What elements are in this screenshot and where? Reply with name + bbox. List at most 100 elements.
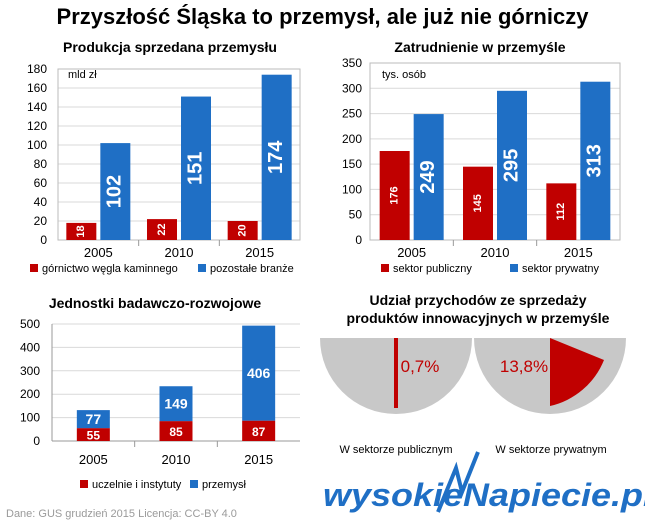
- y-tick-label: 120: [27, 119, 47, 133]
- legend-label: uczelnie i instytuty: [92, 479, 182, 491]
- x-category-label: 2010: [162, 452, 191, 467]
- y-tick-label: 0: [40, 233, 47, 247]
- source-note: Dane: GUS grudzień 2015 Licencja: CC-BY …: [6, 508, 237, 520]
- legend-label: sektor publiczny: [393, 263, 472, 275]
- bar-c00000: [76, 428, 110, 441]
- data-label: 112: [555, 203, 567, 221]
- legend-label: sektor prywatny: [522, 263, 600, 275]
- data-label: 55: [87, 429, 101, 443]
- bar-1f6fc5: [76, 410, 110, 429]
- y-tick-label: 250: [342, 107, 362, 121]
- data-label: 77: [86, 411, 102, 427]
- y-tick-label: 100: [27, 138, 47, 152]
- bar-1f6fc5: [242, 325, 276, 421]
- chart-title: Zatrudnienie w przemyśle: [394, 39, 565, 55]
- data-label: 145: [472, 194, 484, 212]
- plot-frame: [57, 68, 301, 241]
- legend-label: przemysł: [202, 479, 247, 491]
- unit-label: tys. osób: [382, 69, 426, 81]
- y-tick-label: 100: [20, 411, 40, 425]
- unit-label: mld zł: [68, 69, 97, 81]
- y-tick-label: 40: [34, 195, 48, 209]
- legend-swatch: [190, 480, 198, 488]
- x-category-label: 2015: [244, 452, 273, 467]
- bar-red: [379, 150, 410, 240]
- chart-title: Produkcja sprzedana przemysłu: [63, 39, 277, 55]
- x-category-label: 2015: [564, 245, 593, 260]
- data-label: 85: [169, 425, 183, 439]
- pie-chart: Udział przychodów ze sprzedaży produktów …: [320, 292, 626, 456]
- data-label: 174: [265, 140, 287, 174]
- data-label: 18: [75, 225, 87, 237]
- y-tick-label: 300: [342, 81, 362, 95]
- y-tick-label: 50: [349, 208, 363, 222]
- zatrudnienie-chart: Zatrudnienie w przemyśle 0 50 100 150 200 250 3…: [342, 39, 621, 275]
- data-label: 22: [156, 223, 168, 235]
- plot-frame: [369, 62, 621, 241]
- y-tick-label: 140: [27, 100, 47, 114]
- bar-c00000: [159, 421, 193, 441]
- bar-red: [546, 183, 577, 240]
- logo-text: wysokieNapiecie.pl: [323, 477, 645, 513]
- x-category-label: 2005: [84, 245, 113, 260]
- y-tick-label: 150: [342, 157, 362, 171]
- chart-title: Jednostki badawczo-rozwojowe: [49, 295, 262, 311]
- x-category-label: 2010: [481, 245, 510, 260]
- lightning-bolt-icon: [436, 451, 480, 513]
- bar-blue: [580, 81, 611, 240]
- data-label: 406: [247, 365, 271, 381]
- data-label: 20: [237, 224, 249, 236]
- y-tick-label: 60: [34, 176, 48, 190]
- bar-blue: [413, 114, 444, 240]
- pie-slice: [550, 338, 604, 406]
- produkcja-chart: Produkcja sprzedana przemysłu 0 20 40 60 80 10…: [27, 39, 301, 275]
- y-tick-label: 160: [27, 81, 47, 95]
- y-tick-label: 200: [342, 132, 362, 146]
- legend-label: górnictwo węgla kaminnego: [42, 263, 178, 275]
- bar-blue: [497, 90, 527, 240]
- data-label: 176: [389, 186, 401, 204]
- bar-blue: [261, 74, 292, 240]
- data-label: 151: [184, 152, 206, 185]
- legend-label: pozostałe branże: [210, 263, 294, 275]
- legend-swatch: [198, 264, 206, 272]
- data-label: 249: [417, 160, 439, 193]
- x-category-label: 2005: [397, 245, 426, 260]
- legend-swatch: [510, 264, 518, 272]
- bar-red: [147, 219, 177, 240]
- chart-title: produktów innowacyjnych w przemyśle: [347, 310, 610, 326]
- data-label: 102: [104, 175, 126, 208]
- x-category-label: 2005: [79, 452, 108, 467]
- chart-title: Udział przychodów ze sprzedaży: [369, 292, 586, 308]
- x-category-label: 2010: [165, 245, 194, 260]
- y-tick-label: 300: [20, 364, 40, 378]
- jednostki-chart: Jednostki badawczo-rozwojowe 0 100 200 300 40…: [20, 295, 300, 491]
- bar-blue: [181, 96, 211, 240]
- pie-slice: [394, 338, 398, 408]
- bar-blue: [100, 143, 131, 240]
- y-tick-label: 100: [342, 182, 362, 196]
- data-label: 295: [500, 149, 522, 182]
- y-tick-label: 180: [27, 62, 47, 76]
- bar-1f6fc5: [159, 386, 193, 422]
- y-tick-label: 0: [355, 233, 362, 247]
- data-label: 87: [252, 425, 266, 439]
- y-tick-label: 350: [342, 56, 362, 70]
- legend-swatch: [80, 480, 88, 488]
- bar-red: [66, 222, 97, 240]
- main-title: Przyszłość Śląska to przemysł, ale już n…: [56, 4, 589, 29]
- y-tick-label: 400: [20, 340, 40, 354]
- pie-value-label: 0,7%: [401, 357, 440, 376]
- pie-value-label: 13,8%: [500, 357, 548, 376]
- bar-red: [227, 221, 258, 240]
- pie-caption: W sektorze publicznym: [339, 444, 452, 456]
- y-tick-label: 200: [20, 387, 40, 401]
- data-label: 149: [164, 396, 188, 412]
- pie-caption: W sektorze prywatnym: [495, 444, 606, 456]
- x-category-label: 2015: [245, 245, 274, 260]
- bar-red: [463, 166, 493, 240]
- y-tick-label: 80: [34, 157, 48, 171]
- y-tick-label: 20: [34, 214, 48, 228]
